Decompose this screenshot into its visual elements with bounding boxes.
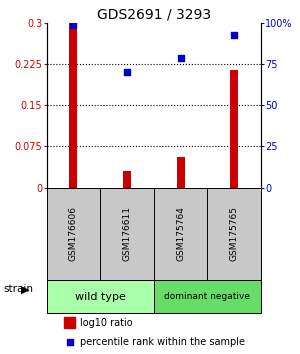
Text: percentile rank within the sample: percentile rank within the sample <box>80 337 245 347</box>
Bar <box>154 280 261 313</box>
Text: GSM176606: GSM176606 <box>69 206 78 261</box>
Text: dominant negative: dominant negative <box>164 292 250 301</box>
Text: GSM175765: GSM175765 <box>230 206 239 261</box>
Point <box>178 56 183 61</box>
Point <box>67 339 72 345</box>
Point <box>124 69 129 75</box>
Point <box>232 32 237 38</box>
Point <box>71 23 76 28</box>
Title: GDS2691 / 3293: GDS2691 / 3293 <box>97 8 211 22</box>
Bar <box>46 280 154 313</box>
Text: GSM176611: GSM176611 <box>122 206 131 261</box>
Bar <box>176 157 184 188</box>
Text: strain: strain <box>3 284 33 293</box>
Text: wild type: wild type <box>75 292 126 302</box>
Bar <box>69 23 77 188</box>
Bar <box>230 70 238 188</box>
Text: log10 ratio: log10 ratio <box>80 318 132 328</box>
Bar <box>123 171 131 188</box>
Bar <box>64 317 76 328</box>
Text: GSM175764: GSM175764 <box>176 206 185 261</box>
Text: ▶: ▶ <box>21 284 29 294</box>
